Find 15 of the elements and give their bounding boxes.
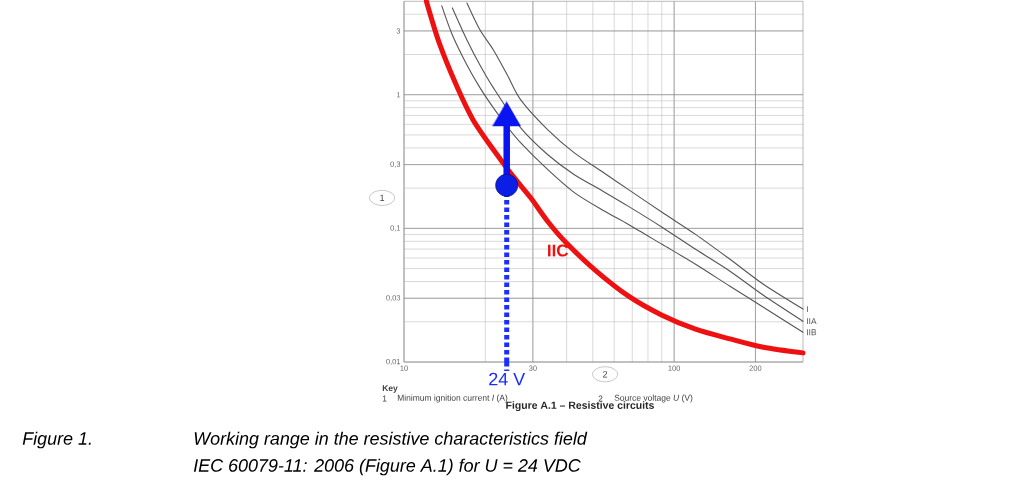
text: IEC 60079-11: 2006 (Figure A.1) for U = 24 VDC <box>193 458 581 476</box>
series-label: 24 V <box>489 372 526 386</box>
caption: Figure 1. <box>22 431 91 449</box>
series-label: IIC <box>548 244 569 257</box>
x-axis-title: 2 <box>603 371 608 378</box>
source-note: Source voltage U (V) <box>614 394 693 403</box>
series-label: IIB <box>806 329 817 336</box>
series-label: IIA <box>806 318 817 325</box>
series-label: I <box>806 306 808 312</box>
text: Working range in the resistive characteristics field <box>194 431 588 449</box>
text: 2 <box>598 395 603 402</box>
text: Key <box>382 385 398 393</box>
text: Figure A.1 – Resistive circuits <box>506 401 654 412</box>
y-axis-title: 1 <box>380 194 385 201</box>
text: Minimum ignition current I (A) <box>397 394 508 403</box>
